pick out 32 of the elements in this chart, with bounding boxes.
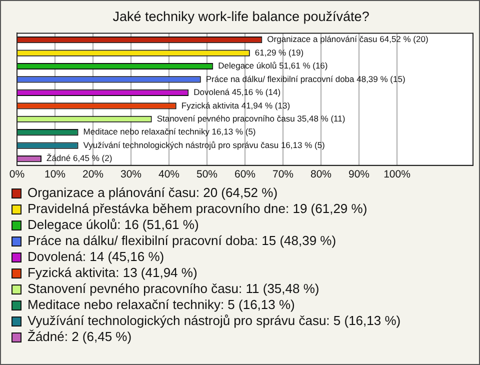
legend-label: Využívání technologických nástrojů pro správu času: 5 (16,13 %) xyxy=(28,313,401,328)
data-label: Delegace úkolů 51,61 % (16) xyxy=(218,60,328,71)
legend-label: Dovolená: 14 (45,16 %) xyxy=(28,249,164,264)
x-tick-label: 60% xyxy=(234,168,256,181)
legend-label: Práce na dálku/ flexibilní pracovní doba: 15 (48,39 %) xyxy=(28,233,336,248)
chart-title: Jaké techniky work-life balance používáte? xyxy=(112,8,370,24)
data-label: Práce na dálku/ flexibilní pracovní doba 48,39 % (15) xyxy=(206,74,406,84)
data-label: Stanovení pevného pracovního času 35,48 % (11) xyxy=(156,113,346,124)
x-tick-label: 70% xyxy=(272,168,294,181)
x-tick-label: 40% xyxy=(158,168,180,181)
x-tick-label: 90% xyxy=(348,168,370,181)
legend-label: Žádné: 2 (6,45 %) xyxy=(28,329,132,344)
legend-label: Pravidelná přestávka během pracovního dne: 19 (61,29 %) xyxy=(28,201,368,216)
data-label: Využívání technologických nástrojů pro správu času 16,13 % (5) xyxy=(83,140,326,150)
x-tick-label: 20% xyxy=(82,168,104,181)
legend-label: Meditace nebo relaxační techniky: 5 (16,13 %) xyxy=(28,297,295,312)
data-label: Dovolená 45,16 % (14) xyxy=(194,87,281,98)
data-label: 61,29 % (19) xyxy=(254,47,304,58)
data-label: Fyzická aktivita 41,94 % (13) xyxy=(181,100,290,110)
legend-label: Fyzická aktivita: 13 (41,94 %) xyxy=(28,265,198,280)
legend-label: Delegace úkolů: 16 (51,61 %) xyxy=(28,217,199,232)
x-tick-label: 0% xyxy=(9,168,25,181)
data-label: Meditace nebo relaxační techniky 16,13 % (5) xyxy=(83,126,256,137)
x-tick-label: 50% xyxy=(196,168,218,181)
data-label: Žádné 6,45 % (2) xyxy=(46,153,112,164)
x-tick-label: 30% xyxy=(120,168,142,181)
legend-label: Organizace a plánování času: 20 (64,52 %) xyxy=(28,185,278,200)
legend-label: Stanovení pevného pracovního času: 11 (35,48 %) xyxy=(28,281,320,296)
x-tick-label: 10% xyxy=(44,168,66,181)
data-label: Organizace a plánování času 64,52 % (20) xyxy=(267,34,428,44)
x-tick-label: 80% xyxy=(310,168,332,181)
x-tick-label: 100% xyxy=(384,168,410,181)
